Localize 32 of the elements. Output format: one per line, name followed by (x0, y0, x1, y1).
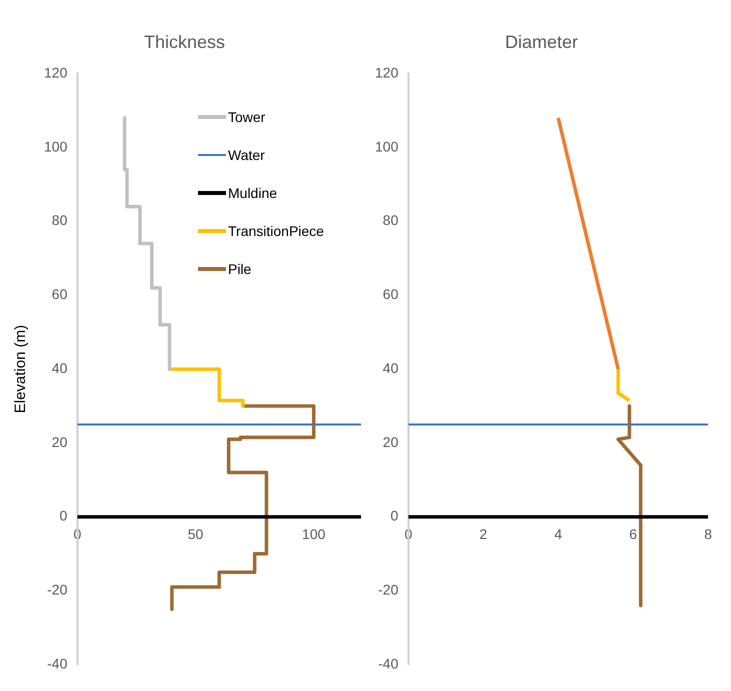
chart-title: Diameter (504, 32, 578, 52)
x-tick-label: 100 (302, 526, 326, 542)
y-tick-label: 40 (52, 360, 68, 376)
y-tick-label: 20 (52, 434, 68, 450)
x-tick-label: 8 (704, 526, 712, 542)
y-tick-label: 120 (44, 64, 68, 80)
y-tick-label: 80 (382, 212, 399, 228)
y-tick-label: 100 (375, 138, 399, 154)
y-tick-label: -40 (47, 655, 68, 672)
legend-label: Pile (228, 261, 252, 277)
y-tick-label: 20 (382, 434, 399, 450)
y-tick-label: 100 (44, 138, 68, 154)
legend-label: Water (228, 147, 265, 163)
y-tick-label: 60 (52, 286, 68, 302)
y-tick-label: -40 (378, 655, 399, 672)
legend-label: TransitionPiece (228, 223, 324, 239)
y-axis-title: Elevation (m) (12, 324, 30, 414)
x-tick-label: 4 (554, 526, 562, 542)
y-tick-label: 40 (382, 360, 399, 376)
chart-title: Thickness (144, 32, 226, 52)
x-tick-label: 50 (188, 526, 204, 542)
y-tick-label: 120 (375, 64, 399, 80)
x-tick-label: 2 (479, 526, 488, 542)
y-tick-label: 0 (60, 508, 68, 524)
legend-label: Muldine (228, 185, 278, 201)
y-tick-label: 60 (382, 286, 399, 302)
y-tick-label: -20 (47, 582, 68, 598)
legend-label: Tower (228, 109, 266, 125)
y-tick-label: -20 (378, 582, 399, 598)
y-tick-label: 0 (390, 508, 399, 524)
x-tick-label: 6 (629, 526, 638, 542)
y-tick-label: 80 (52, 212, 68, 228)
